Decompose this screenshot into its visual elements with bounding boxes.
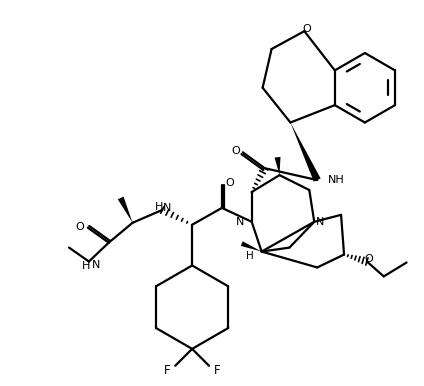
Text: O: O <box>302 24 311 34</box>
Text: NH: NH <box>328 175 345 185</box>
Text: H: H <box>246 251 254 261</box>
Text: O: O <box>226 178 234 188</box>
Polygon shape <box>241 241 262 252</box>
Polygon shape <box>290 122 321 182</box>
Text: F: F <box>214 364 220 377</box>
Text: O: O <box>232 146 240 156</box>
Text: H: H <box>155 202 164 212</box>
Text: O: O <box>75 222 84 232</box>
Polygon shape <box>118 196 133 223</box>
Text: O: O <box>365 254 373 264</box>
Polygon shape <box>275 157 281 175</box>
Text: F: F <box>164 364 170 377</box>
Text: N: N <box>163 203 172 213</box>
Text: N: N <box>316 217 324 227</box>
Text: N: N <box>92 261 100 271</box>
Text: H: H <box>82 261 90 271</box>
Text: N: N <box>235 217 244 227</box>
